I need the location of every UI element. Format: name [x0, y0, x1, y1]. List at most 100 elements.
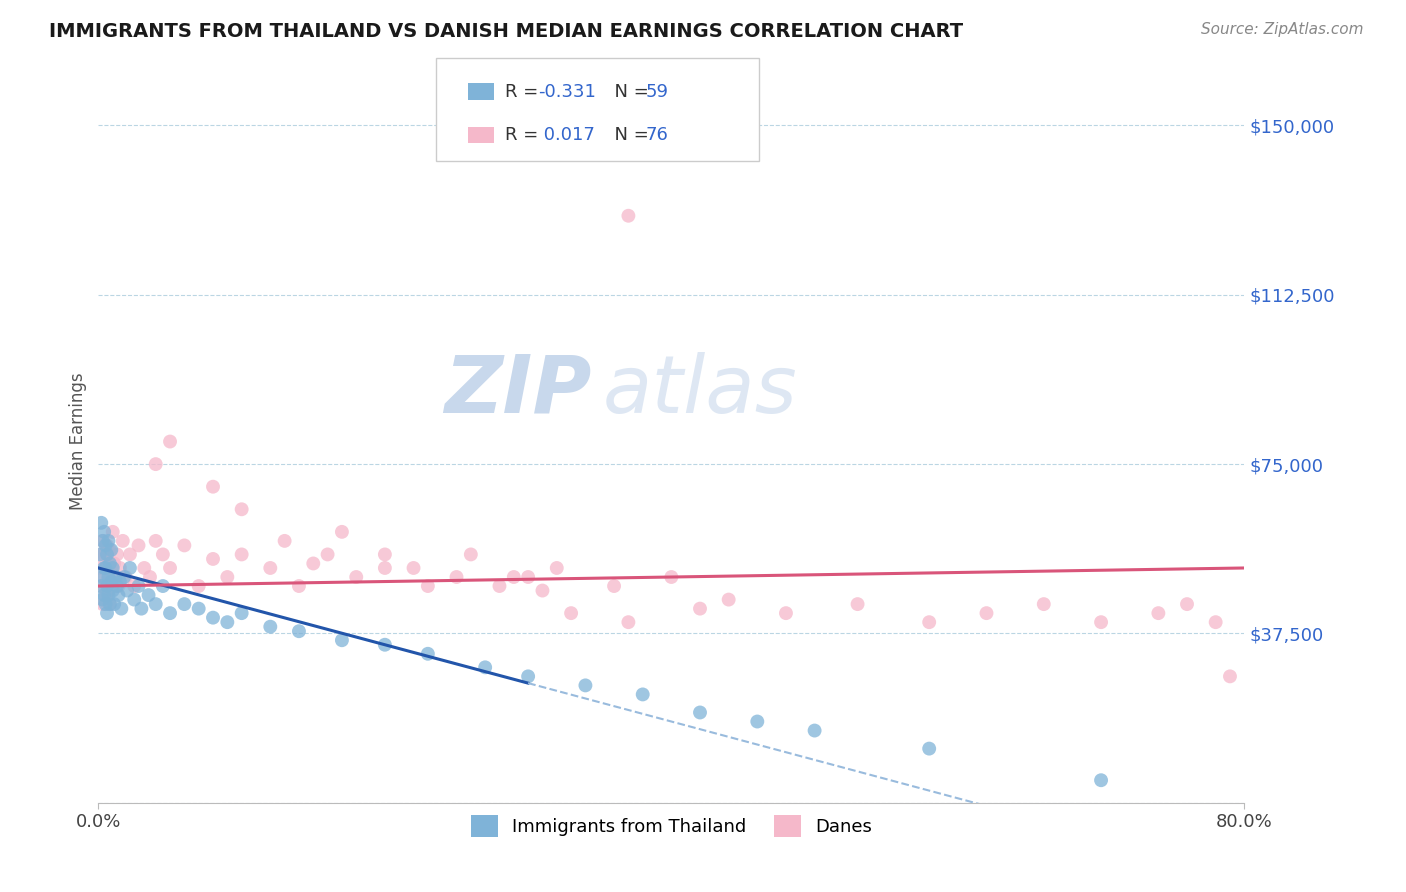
Point	[416, 579, 439, 593]
Point	[517, 669, 540, 683]
Point	[138, 588, 160, 602]
Point	[747, 714, 769, 729]
Point	[91, 533, 114, 548]
Point	[631, 687, 654, 701]
Point	[259, 561, 281, 575]
Point	[90, 579, 112, 593]
Point	[103, 597, 125, 611]
Point	[918, 741, 941, 756]
Point	[110, 601, 132, 615]
Point	[344, 570, 367, 584]
Point	[259, 620, 281, 634]
Point	[90, 548, 112, 562]
Point	[98, 557, 121, 571]
Point	[91, 597, 114, 611]
Point	[502, 570, 524, 584]
Point	[1032, 597, 1054, 611]
Point	[217, 615, 239, 630]
Point	[1147, 606, 1170, 620]
Point	[717, 592, 740, 607]
Point	[273, 533, 295, 548]
Point	[105, 548, 128, 562]
Point	[374, 548, 396, 562]
Point	[107, 579, 129, 593]
Point	[316, 548, 339, 562]
Point	[330, 524, 353, 539]
Point	[128, 538, 150, 552]
Point	[1219, 669, 1241, 683]
Point	[134, 561, 156, 575]
Point	[474, 660, 496, 674]
Point	[93, 570, 115, 584]
Point	[546, 561, 568, 575]
Point	[145, 597, 167, 611]
Point	[122, 592, 145, 607]
Point	[118, 561, 141, 575]
Point	[217, 570, 239, 584]
Point	[560, 606, 582, 620]
Point	[288, 624, 311, 639]
Point	[98, 597, 121, 611]
Point	[103, 557, 125, 571]
Point	[131, 601, 153, 615]
Point	[108, 561, 131, 575]
Point	[231, 606, 253, 620]
Point	[661, 570, 683, 584]
Point	[111, 533, 134, 548]
Point	[159, 606, 181, 620]
Point	[90, 579, 112, 593]
Point	[231, 548, 253, 562]
Point	[460, 548, 482, 562]
Point	[100, 542, 122, 557]
Point	[97, 533, 120, 548]
Point	[1205, 615, 1227, 630]
Point	[689, 706, 711, 720]
Text: IMMIGRANTS FROM THAILAND VS DANISH MEDIAN EARNINGS CORRELATION CHART: IMMIGRANTS FROM THAILAND VS DANISH MEDIA…	[49, 22, 963, 41]
Point	[114, 570, 136, 584]
Point	[159, 434, 181, 449]
Point	[152, 579, 174, 593]
Point	[846, 597, 869, 611]
Point	[122, 579, 145, 593]
Point	[93, 524, 115, 539]
Point	[689, 601, 711, 615]
Point	[105, 579, 128, 593]
Point	[96, 574, 118, 589]
Point	[139, 570, 162, 584]
Point	[617, 615, 640, 630]
Point	[94, 597, 117, 611]
Point	[97, 570, 120, 584]
Legend: Immigrants from Thailand, Danes: Immigrants from Thailand, Danes	[464, 808, 879, 845]
Point	[118, 548, 141, 562]
Point	[918, 615, 941, 630]
Point	[416, 647, 439, 661]
Point	[803, 723, 825, 738]
Point	[531, 583, 554, 598]
Point	[91, 570, 114, 584]
Point	[100, 574, 122, 589]
Point	[90, 516, 112, 530]
Point	[145, 533, 167, 548]
Point	[96, 548, 118, 562]
Point	[104, 570, 127, 584]
Point	[94, 588, 117, 602]
Point	[104, 570, 127, 584]
Point	[97, 588, 120, 602]
Point	[488, 579, 510, 593]
Point	[302, 557, 325, 571]
Text: N =: N =	[603, 84, 655, 102]
Point	[101, 524, 124, 539]
Point	[1090, 773, 1112, 788]
Point	[145, 457, 167, 471]
Point	[976, 606, 998, 620]
Point	[93, 588, 115, 602]
Point	[101, 561, 124, 575]
Point	[112, 570, 135, 584]
Point	[152, 548, 174, 562]
Text: N =: N =	[603, 127, 655, 145]
Point	[202, 480, 225, 494]
Point	[231, 502, 253, 516]
Text: 59: 59	[645, 84, 668, 102]
Point	[96, 538, 118, 552]
Point	[94, 538, 117, 552]
